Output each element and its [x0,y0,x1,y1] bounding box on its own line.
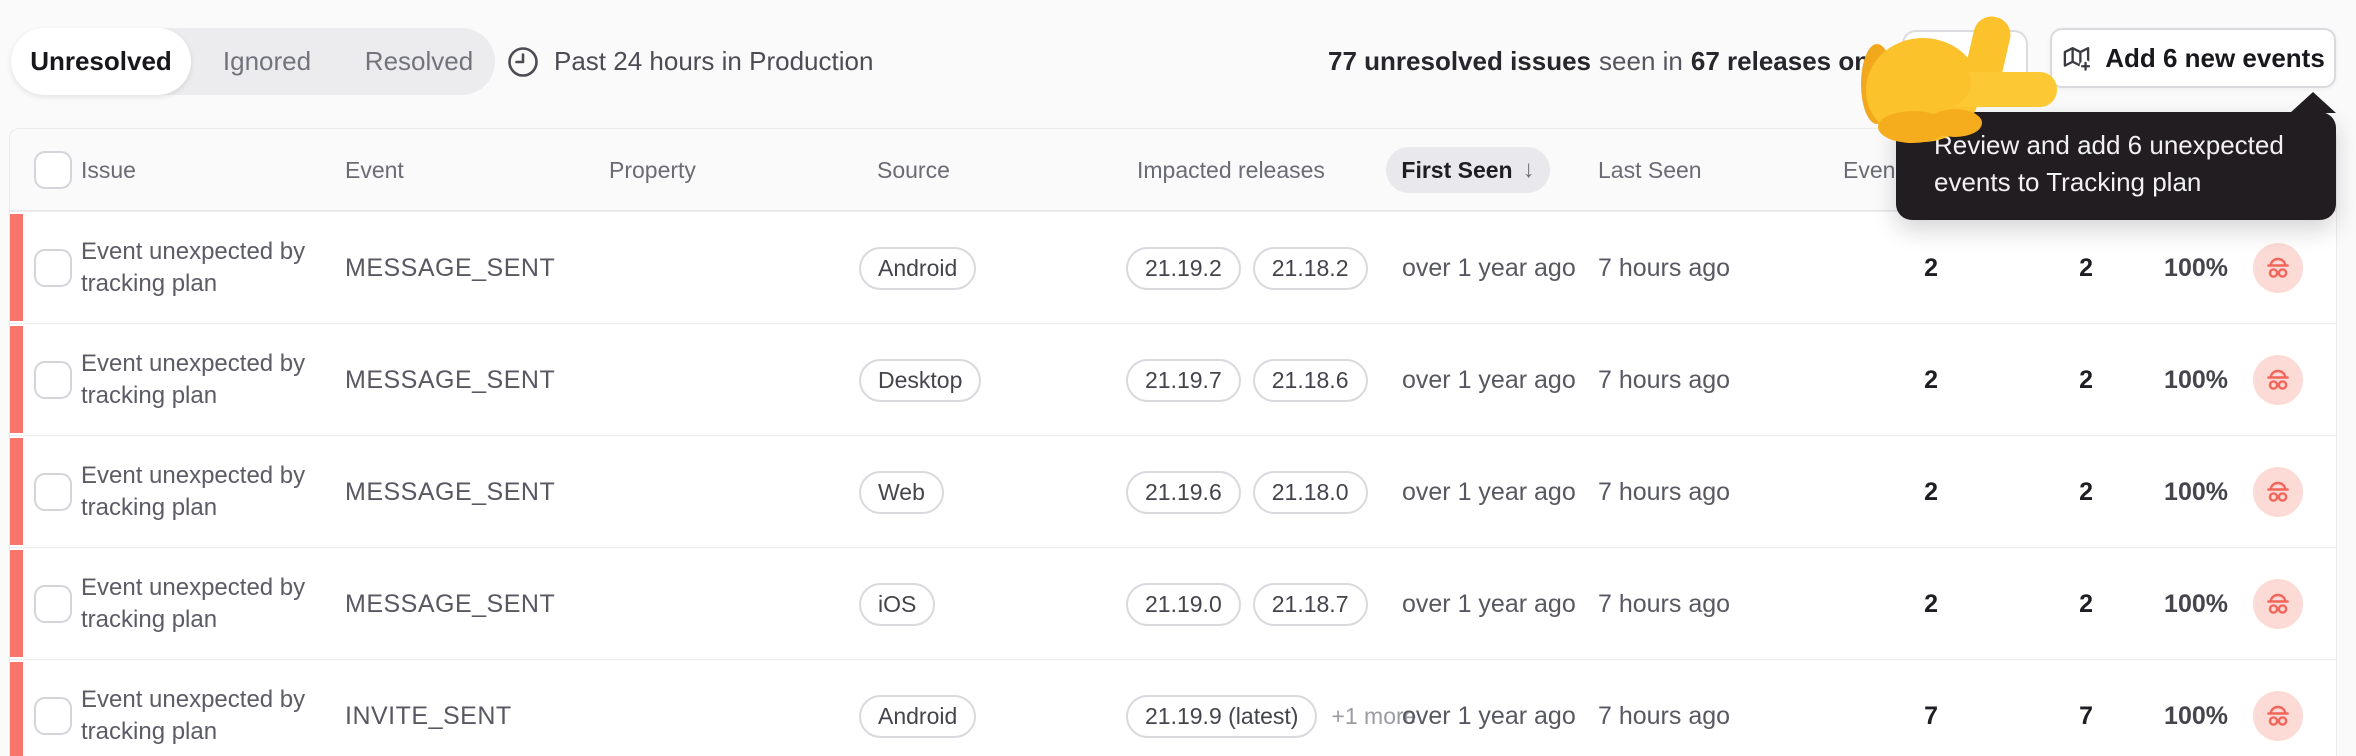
issue-percentage-value: 100% [2164,253,2228,282]
col-source: Source [877,157,950,183]
tab-resolved[interactable]: Resolved [364,46,474,76]
issue-volume-value: 2 [2079,253,2093,282]
col-event: Event [345,157,404,183]
time-filter-label: Past 24 hours in Production [554,46,874,76]
more-releases-label[interactable]: +1 more [1331,702,1417,729]
issues-count: 77 unresolved issues [1328,46,1592,76]
event-name: MESSAGE_SENT [345,477,556,506]
row-checkbox[interactable] [34,360,72,399]
first-seen-value: over 1 year ago [1402,253,1576,282]
sort-descending-icon: ↓ [1522,156,1535,183]
table-row[interactable]: Event unexpected by tracking plan MESSAG… [10,323,2336,435]
col-first-seen-sort[interactable]: First Seen ↓ [1386,147,1550,193]
event-name: MESSAGE_SENT [345,253,556,282]
col-first-seen-label: First Seen [1401,156,1513,183]
issue-percentage-value: 100% [2164,701,2228,730]
col-property: Property [609,157,696,183]
tab-ignored[interactable]: Ignored [222,46,312,76]
release-badge: 21.18.7 [1252,582,1368,626]
issue-type: Event unexpected by tracking plan [81,462,306,521]
status-filter-tabs: Unresolved Ignored Resolved [11,28,495,95]
release-badge: 21.18.0 [1252,470,1368,514]
issue-volume-value: 7 [2079,701,2093,730]
table-row[interactable]: Event unexpected by tracking plan MESSAG… [10,211,2336,323]
add-events-label: Add 6 new events [2105,42,2325,73]
tooltip-line-1: Review and add 6 unexpected [1934,130,2284,160]
col-issue: Issue [81,157,136,183]
row-checkbox[interactable] [34,472,72,511]
source-badge: Android [859,694,977,738]
release-badge: 21.19.9 (latest) [1126,694,1318,738]
unexpected-event-incognito-icon [2253,578,2303,629]
source-badge: Android [859,246,977,290]
first-seen-value: over 1 year ago [1402,589,1576,618]
unexpected-event-incognito-icon [2253,690,2303,741]
table-row[interactable]: Event unexpected by tracking plan MESSAG… [10,435,2336,547]
table-row[interactable]: Event unexpected by tracking plan MESSAG… [10,547,2336,659]
table-row[interactable]: Event unexpected by tracking plan INVITE… [10,659,2336,756]
issue-type: Event unexpected by tracking plan [81,686,306,745]
event-volume-value: 2 [1924,365,1938,394]
first-seen-value: over 1 year ago [1402,701,1576,730]
release-badge: 21.19.7 [1126,358,1241,402]
event-volume-value: 2 [1924,253,1938,282]
col-last-seen: Last Seen [1598,157,1702,183]
row-checkbox[interactable] [34,584,72,623]
event-name: MESSAGE_SENT [345,589,556,618]
release-badge: 21.18.6 [1252,358,1368,402]
last-seen-value: 7 hours ago [1598,253,1731,282]
add-events-button[interactable]: Add 6 new events [2050,28,2336,88]
source-badge: Web [859,470,944,514]
issue-type: Event unexpected by tracking plan [81,350,306,409]
unexpected-event-incognito-icon [2253,466,2303,517]
issue-type: Event unexpected by tracking plan [81,574,306,633]
release-badge: 21.19.6 [1126,470,1241,514]
event-name: MESSAGE_SENT [345,365,556,394]
tracking-plan-map-plus-icon [2063,46,2092,72]
clock-icon [508,46,538,77]
select-all-checkbox[interactable] [34,151,72,189]
time-filter[interactable]: Past 24 hours in Production [506,28,873,95]
issue-volume-value: 2 [2079,589,2093,618]
last-seen-value: 7 hours ago [1598,701,1731,730]
first-seen-value: over 1 year ago [1402,477,1576,506]
tooltip-line-2: events to Tracking plan [1934,167,2202,197]
issue-volume-value: 2 [2079,365,2093,394]
release-badge: 21.18.2 [1252,246,1368,290]
issue-percentage-value: 100% [2164,589,2228,618]
issue-percentage-value: 100% [2164,477,2228,506]
release-badge: 21.19.2 [1126,246,1241,290]
col-event-volume-truncated: Even [1843,157,1896,183]
release-badge: 21.19.0 [1126,582,1241,626]
unexpected-event-incognito-icon [2253,354,2303,405]
issues-table: Issue Event Property Source Impacted rel… [9,128,2337,756]
hidden-button[interactable] [1902,30,2028,102]
issue-volume-value: 2 [2079,477,2093,506]
summary-connector: seen in [1599,46,1683,76]
add-events-tooltip: Review and add 6 unexpected events to Tr… [1896,92,2336,220]
issue-percentage-value: 100% [2164,365,2228,394]
row-checkbox[interactable] [34,248,72,287]
last-seen-value: 7 hours ago [1598,589,1731,618]
col-impacted-releases: Impacted releases [1137,157,1325,183]
tab-unresolved[interactable]: Unresolved [11,28,191,95]
source-badge: iOS [859,582,936,626]
row-checkbox[interactable] [34,696,72,735]
issues-summary: 77 unresolved issues seen in 67 releases… [1328,28,1999,95]
first-seen-value: over 1 year ago [1402,365,1576,394]
event-volume-value: 7 [1924,701,1938,730]
event-volume-value: 2 [1924,477,1938,506]
source-badge: Desktop [859,358,982,402]
last-seen-value: 7 hours ago [1598,477,1731,506]
event-volume-value: 2 [1924,589,1938,618]
unexpected-event-incognito-icon [2253,242,2303,293]
issue-type: Event unexpected by tracking plan [81,238,306,297]
last-seen-value: 7 hours ago [1598,365,1731,394]
event-name: INVITE_SENT [345,701,512,730]
